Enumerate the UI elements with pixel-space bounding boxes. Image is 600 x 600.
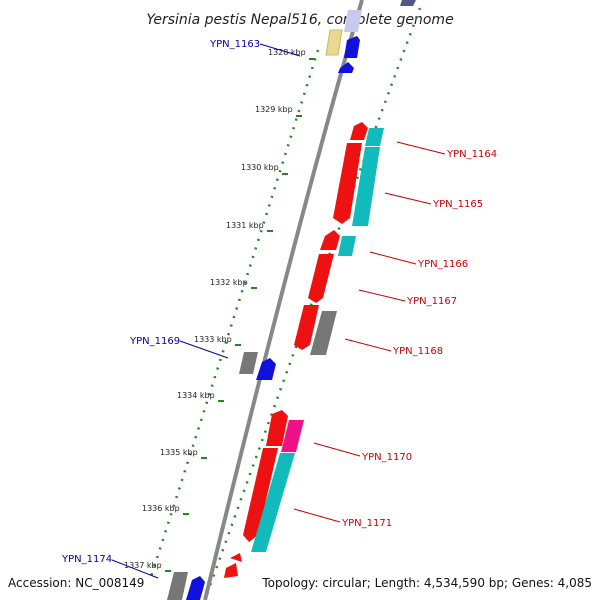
- gene-magenta-1170[interactable]: [281, 420, 304, 452]
- leader-1170: [313, 442, 361, 457]
- gene-cluster-top: [325, 0, 416, 73]
- gene-blue-1174[interactable]: [186, 576, 205, 600]
- topology-text: Topology: circular; Length: 4,534,590 bp…: [261, 576, 592, 590]
- leader-1168: [344, 338, 392, 352]
- tick-label-1337: 1337 kbp: [124, 561, 162, 570]
- leader-1174: [111, 559, 159, 579]
- leader-1163: [259, 43, 301, 57]
- genome-backbone: [203, 0, 364, 600]
- leader-1166: [369, 251, 417, 265]
- leader-1164: [396, 141, 446, 155]
- label-ypn-1163[interactable]: YPN_1163: [209, 39, 260, 50]
- gene-red-1167[interactable]: [308, 254, 334, 303]
- gene-lavender[interactable]: [344, 10, 362, 32]
- gene-labels-right: YPN_1164 YPN_1165 YPN_1166 YPN_1167 YPN_…: [293, 141, 497, 529]
- gene-track-left: [167, 352, 276, 600]
- label-ypn-1164[interactable]: YPN_1164: [446, 149, 497, 160]
- gene-cyan-1165[interactable]: [352, 147, 380, 226]
- label-ypn-1166[interactable]: YPN_1166: [417, 259, 468, 270]
- accession-text: Accession: NC_008149: [8, 576, 144, 590]
- tick-label-1333: 1333 kbp: [194, 335, 232, 344]
- tick-label-1329: 1329 kbp: [255, 105, 293, 114]
- tick-label-1334: 1334 kbp: [177, 391, 215, 400]
- gene-cyan-1166[interactable]: [338, 236, 356, 256]
- gene-red-small-a[interactable]: [230, 553, 242, 562]
- tick-label-1336: 1336 kbp: [142, 504, 180, 513]
- gene-red-1164[interactable]: [350, 122, 368, 140]
- gene-track-right: [243, 122, 384, 552]
- leader-1167: [358, 289, 406, 302]
- tick-label-1331: 1331 kbp: [226, 221, 264, 230]
- gene-tan[interactable]: [325, 29, 343, 56]
- gene-blue-1169[interactable]: [256, 358, 276, 380]
- gene-red-1168[interactable]: [294, 305, 319, 350]
- leader-1171: [293, 508, 341, 523]
- inner-dotted-ring: [148, 49, 320, 581]
- label-ypn-1170[interactable]: YPN_1170: [361, 452, 412, 463]
- label-ypn-1168[interactable]: YPN_1168: [392, 346, 443, 357]
- label-ypn-1169[interactable]: YPN_1169: [129, 336, 180, 347]
- label-ypn-1171[interactable]: YPN_1171: [341, 518, 392, 529]
- tick-label-1335: 1335 kbp: [160, 448, 198, 457]
- gene-gray-1168[interactable]: [310, 311, 337, 355]
- label-ypn-1167[interactable]: YPN_1167: [406, 296, 457, 307]
- leader-1165: [384, 192, 432, 205]
- gene-red-1166[interactable]: [320, 230, 340, 250]
- gene-labels-left: YPN_1163 YPN_1169 YPN_1174: [61, 39, 301, 579]
- kbp-ticks: 1328 kbp 1329 kbp 1330 kbp 1331 kbp 1332…: [124, 48, 315, 572]
- outer-dotted-ring: [203, 7, 422, 600]
- gene-purple[interactable]: [400, 0, 416, 6]
- tick-label-1330: 1330 kbp: [241, 163, 279, 172]
- gene-red-1165[interactable]: [333, 143, 362, 224]
- tick-label-1332: 1332 kbp: [210, 278, 248, 287]
- gene-blue-arrow[interactable]: [344, 36, 360, 58]
- gene-red-small-b[interactable]: [224, 563, 238, 578]
- map-title: Yersinia pestis Nepal516, complete genom…: [146, 12, 453, 28]
- leader-1169: [179, 340, 229, 359]
- label-ypn-1165[interactable]: YPN_1165: [432, 199, 483, 210]
- label-ypn-1174[interactable]: YPN_1174: [61, 554, 112, 565]
- gene-red-1170[interactable]: [266, 410, 288, 446]
- gene-gray-1169[interactable]: [239, 352, 258, 374]
- gene-red-1171[interactable]: [243, 448, 278, 542]
- gene-cyan-1164[interactable]: [365, 128, 384, 146]
- gene-cyan-1171[interactable]: [251, 453, 295, 552]
- gene-blue-arrow-small[interactable]: [338, 62, 354, 73]
- gene-gray-1174[interactable]: [167, 572, 188, 600]
